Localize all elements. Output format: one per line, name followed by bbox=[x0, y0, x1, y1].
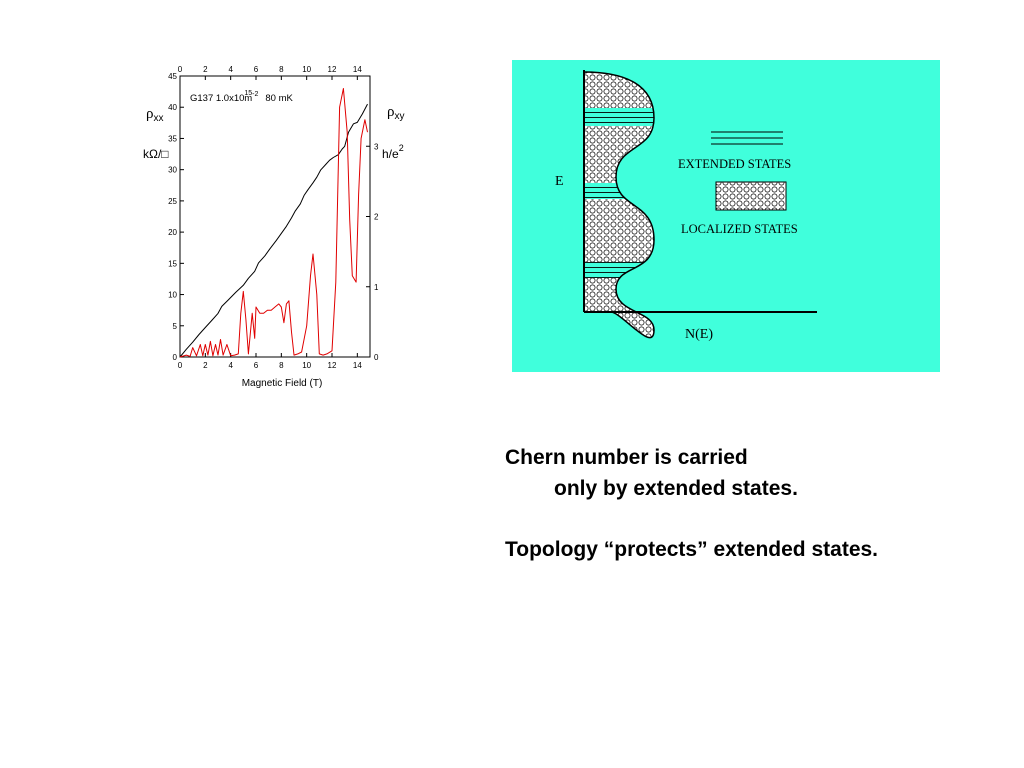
x-top-tick-label: 8 bbox=[279, 65, 284, 74]
density-unit-exponent: -2 bbox=[252, 91, 258, 98]
legend-localized-swatch bbox=[715, 181, 787, 211]
y-left-tick-label: 10 bbox=[168, 291, 177, 300]
x-top-tick-label: 12 bbox=[328, 65, 337, 74]
y-axis-left: 0 5 10 15 20 25 30 35 40 45 bbox=[168, 72, 184, 362]
y-left-tick-label: 45 bbox=[168, 72, 177, 81]
x-tick-label: 12 bbox=[328, 361, 337, 370]
y-left-tick-label: 30 bbox=[168, 166, 177, 175]
x-top-tick-label: 6 bbox=[254, 65, 259, 74]
y-right-tick-label: 2 bbox=[374, 213, 379, 222]
plot-box bbox=[179, 75, 371, 358]
y-right-tick-label: 1 bbox=[374, 283, 379, 292]
density-unit: m bbox=[244, 93, 252, 104]
topology-line: Topology “protects” extended states. bbox=[505, 538, 879, 561]
legend-extended-swatch bbox=[711, 131, 783, 145]
sample-label: G137 1.0x10 bbox=[190, 93, 244, 104]
x-tick-label: 8 bbox=[279, 361, 284, 370]
legend-localized-label: LOCALIZED STATES bbox=[681, 222, 798, 236]
x-tick-label: 0 bbox=[178, 361, 183, 370]
dos-outline bbox=[583, 71, 655, 339]
y-left-tick-label: 35 bbox=[168, 134, 177, 143]
dos-axis-label: N(E) bbox=[685, 327, 713, 342]
rho-xx-series-line bbox=[179, 88, 368, 358]
chern-line-1: Chern number is carried bbox=[505, 446, 748, 469]
left-axis-subscript: xx bbox=[154, 113, 164, 124]
left-axis-symbol: ρ bbox=[146, 106, 154, 122]
right-axis-unit-exponent: 2 bbox=[399, 143, 404, 153]
x-top-tick-label: 0 bbox=[178, 65, 183, 74]
x-top-tick-label: 14 bbox=[353, 65, 362, 74]
series-layer bbox=[179, 88, 368, 358]
left-axis-unit: kΩ/□ bbox=[143, 147, 169, 161]
x-tick-label: 2 bbox=[203, 361, 208, 370]
right-axis-title: ρxy bbox=[387, 104, 405, 122]
y-left-tick-label: 15 bbox=[168, 259, 177, 268]
x-top-tick-label: 4 bbox=[228, 65, 233, 74]
y-left-tick-label: 5 bbox=[173, 322, 178, 331]
extended-band-1 bbox=[584, 108, 654, 126]
panel-background bbox=[512, 60, 940, 372]
x-tick-label: 4 bbox=[228, 361, 233, 370]
y-left-tick-label: 0 bbox=[173, 353, 178, 362]
x-tick-label: 10 bbox=[302, 361, 311, 370]
x-axis-top: 0 2 4 6 8 10 12 14 bbox=[178, 65, 362, 80]
density-of-states-diagram: E N(E) EXTENDED STATES LOCALIZED STATES bbox=[512, 60, 940, 372]
x-top-tick-label: 10 bbox=[302, 65, 311, 74]
right-axis-symbol: ρ bbox=[387, 104, 395, 120]
sample-annotation: G137 1.0x1015m-2 80 mK bbox=[190, 90, 293, 104]
x-axis-bottom: 0 2 4 6 8 10 12 14 bbox=[178, 353, 362, 370]
x-top-tick-label: 2 bbox=[203, 65, 208, 74]
density-exponent: 15 bbox=[244, 90, 252, 97]
qhe-plot: 0 2 4 6 8 10 12 14 0 2 4 6 8 10 12 14 0510152025303540… bbox=[143, 65, 405, 389]
x-tick-label: 6 bbox=[254, 361, 259, 370]
energy-axis-label: E bbox=[555, 174, 564, 189]
y-left-tick-label: 40 bbox=[168, 103, 177, 112]
temperature-label: 80 mK bbox=[265, 93, 293, 104]
chern-line-2: only by extended states. bbox=[554, 477, 798, 500]
legend-extended-label: EXTENDED STATES bbox=[678, 157, 791, 171]
y-axis-right: 0 1 2 3 bbox=[366, 142, 379, 362]
right-axis-subscript: xy bbox=[395, 111, 405, 122]
plot-frame bbox=[179, 75, 371, 358]
rho-xy-series-line bbox=[179, 103, 368, 358]
y-right-tick-label: 3 bbox=[374, 142, 379, 151]
y-left-tick-label: 20 bbox=[168, 228, 177, 237]
y-right-tick-label: 0 bbox=[374, 353, 379, 362]
x-axis-title: Magnetic Field (T) bbox=[242, 378, 323, 389]
y-left-tick-label: 25 bbox=[168, 197, 177, 206]
x-tick-label: 14 bbox=[353, 361, 362, 370]
right-axis-unit-group: h/e2 bbox=[382, 143, 404, 161]
right-axis-unit: h/e bbox=[382, 147, 399, 161]
left-axis-title: ρxx bbox=[146, 106, 164, 124]
